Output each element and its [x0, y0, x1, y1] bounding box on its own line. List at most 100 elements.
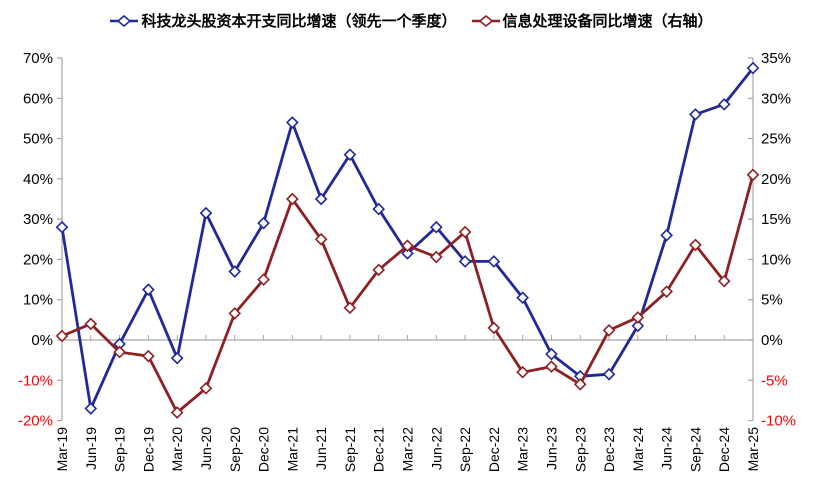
x-axis-label: Mar-21: [284, 427, 300, 472]
left-axis-tick-label: 40%: [23, 171, 53, 188]
series-0-marker: [401, 247, 414, 260]
x-axis-label: Mar-19: [54, 427, 70, 472]
series-1-marker: [314, 232, 328, 246]
left-axis-tick-label: -20%: [18, 413, 53, 430]
x-axis-label: Dec-19: [140, 427, 156, 472]
series-0-marker: [631, 319, 645, 333]
x-axis-label: Dec-20: [256, 427, 272, 472]
x-axis-label: Sep-20: [227, 427, 243, 472]
legend-item-equipment: 信息处理设备同比增速（右轴）: [471, 10, 713, 31]
x-axis-label: Jun-24: [659, 427, 675, 470]
series-1-marker: [113, 345, 126, 359]
series-1-marker: [545, 360, 558, 373]
x-axis-label: Mar-23: [515, 427, 531, 472]
x-axis-label: Sep-23: [572, 427, 588, 472]
series-1-marker: [602, 323, 616, 337]
legend-label-capex: 科技龙头股资本开支同比增速（领先一个季度）: [141, 13, 457, 30]
series-0-marker: [746, 61, 760, 75]
series-1-marker: [142, 349, 155, 363]
series-1-marker: [660, 285, 673, 298]
x-axis-label: Mar-20: [169, 427, 185, 472]
series-1-marker: [458, 225, 472, 239]
series-1-marker: [228, 307, 242, 320]
left-axis-tick-label: 0%: [31, 332, 53, 349]
chart-legend: 科技龙头股资本开支同比增速（领先一个季度） 信息处理设备同比增速（右轴）: [0, 10, 822, 31]
series-1-marker: [401, 239, 414, 253]
series-1-marker: [746, 168, 760, 182]
x-axis-label: Mar-22: [400, 427, 416, 472]
series-0-marker: [314, 192, 328, 206]
right-axis-tick-label: 35%: [761, 50, 791, 67]
series-1-marker: [487, 321, 501, 335]
series-0-marker: [170, 351, 184, 365]
left-axis-tick-label: 30%: [23, 211, 53, 228]
right-axis-tick-label: 10%: [761, 251, 791, 268]
x-axis-label: Dec-22: [486, 427, 502, 472]
x-axis-label: Sep-24: [687, 427, 703, 472]
right-axis-tick-label: 5%: [761, 292, 783, 309]
x-axis-label: Dec-24: [716, 427, 732, 472]
series-0-marker: [84, 402, 98, 415]
series-0-marker: [487, 255, 501, 268]
legend-marker-capex-icon: [110, 14, 139, 27]
x-axis-label: Jun-21: [313, 427, 329, 470]
x-axis-label: Dec-21: [371, 427, 387, 472]
series-0-marker: [199, 206, 213, 220]
left-axis-tick-label: 50%: [23, 131, 53, 148]
series-1-marker: [170, 406, 184, 419]
series-1-marker: [84, 317, 98, 331]
x-axis-label: Dec-23: [601, 427, 617, 472]
series-0-marker: [55, 220, 69, 234]
legend-label-equipment: 信息处理设备同比增速（右轴）: [502, 13, 713, 30]
series-0-marker: [602, 367, 616, 381]
x-axis-label: Sep-22: [457, 427, 473, 472]
series-1-marker: [516, 365, 529, 379]
series-0-marker: [545, 347, 558, 361]
series-1-marker: [717, 274, 731, 288]
series-1-marker: [343, 301, 357, 315]
series-1-marker: [631, 311, 645, 324]
series-0-marker: [458, 255, 472, 268]
series-1-marker: [689, 238, 702, 252]
x-axis-label: Jun-23: [543, 427, 559, 470]
x-axis-label: Jun-22: [428, 427, 444, 470]
series-0-marker: [286, 116, 299, 129]
x-axis-label: Jun-20: [198, 427, 214, 470]
left-axis-tick-label: 70%: [23, 50, 53, 67]
series-1-marker: [286, 192, 299, 206]
x-axis-label: Mar-25: [745, 427, 761, 472]
series-1-marker: [429, 250, 443, 264]
series-0-marker: [429, 220, 443, 234]
right-axis-tick-label: -5%: [761, 372, 788, 389]
left-axis-tick-label: 10%: [23, 292, 53, 309]
series-0-marker: [689, 108, 702, 121]
series-1-marker: [573, 377, 587, 391]
series-1-marker: [257, 273, 270, 286]
series-1-marker: [199, 382, 213, 395]
left-axis-tick-label: 60%: [23, 90, 53, 107]
left-axis-tick-label: 20%: [23, 251, 53, 268]
x-axis-label: Sep-21: [342, 427, 358, 472]
series-0-marker: [717, 97, 731, 111]
series-0-marker: [142, 283, 155, 296]
right-axis-tick-label: 0%: [761, 332, 783, 349]
x-axis-label: Sep-19: [112, 427, 128, 472]
right-axis-tick-label: 20%: [761, 171, 791, 188]
series-line-0: [60, 67, 755, 410]
series-0-marker: [257, 216, 270, 230]
series-1-marker: [372, 263, 386, 277]
legend-item-capex: 科技龙头股资本开支同比增速（领先一个季度）: [109, 10, 457, 31]
x-axis-label: Jun-19: [83, 427, 99, 470]
right-axis-tick-label: 30%: [761, 90, 791, 107]
series-0-marker: [372, 202, 386, 216]
right-axis-tick-label: 15%: [761, 211, 791, 228]
right-axis-tick-label: 25%: [761, 131, 791, 148]
legend-marker-equipment-icon: [471, 14, 500, 27]
x-axis-label: Mar-24: [630, 427, 646, 472]
right-axis-tick-label: -10%: [761, 413, 796, 430]
series-0-marker: [516, 291, 529, 305]
series-1-marker: [55, 329, 69, 343]
series-0-marker: [228, 265, 242, 278]
